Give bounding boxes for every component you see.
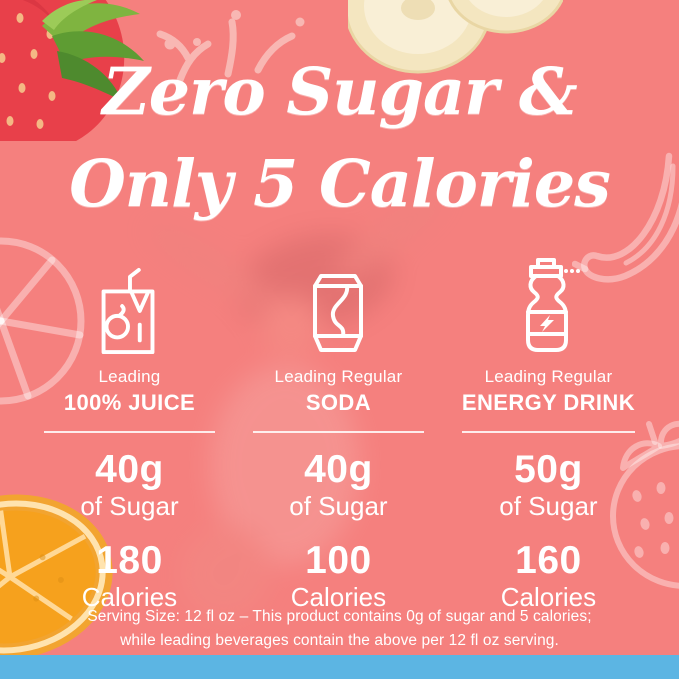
energy-sugar-stat: 50g of Sugar [462, 433, 635, 522]
column-divider [461, 431, 635, 433]
comparison-grid: Leading 100% JUICE Leading Regular SODA … [44, 256, 635, 613]
energy-calories-stat: 160 Calories [462, 522, 635, 613]
category-qualifier: Leading [98, 367, 161, 386]
sugar-value: 40g [304, 448, 373, 491]
column-divider [44, 431, 215, 433]
juice-column-label: Leading 100% JUICE [44, 356, 215, 416]
soda-sugar-stat: 40g of Sugar [253, 433, 424, 522]
category-name: ENERGY DRINK [461, 390, 635, 415]
juice-carton-icon [102, 267, 155, 355]
headline: Zero Sugar & Only 5 Calories [0, 46, 679, 230]
category-qualifier: Leading Regular [274, 367, 403, 386]
calories-unit: Calories [500, 581, 597, 612]
sugar-unit: of Sugar [499, 491, 598, 521]
sugar-value: 50g [514, 448, 583, 491]
bottom-accent-bar [0, 655, 679, 679]
sugar-unit: of Sugar [289, 491, 388, 521]
category-name: 100% JUICE [63, 390, 196, 415]
soda-column-icon-cell [253, 256, 424, 356]
column-divider [252, 431, 424, 433]
energy-drink-bottle-icon [526, 258, 581, 352]
juice-column-icon-cell [44, 256, 215, 356]
soda-calories-stat: 100 Calories [253, 522, 424, 613]
footnote-line1: Serving Size: 12 fl oz – This product co… [87, 608, 592, 625]
soda-can-icon [313, 274, 364, 352]
calories-value: 180 [96, 538, 163, 582]
sugar-unit: of Sugar [80, 491, 179, 521]
calories-unit: Calories [290, 581, 387, 612]
juice-calories-stat: 180 Calories [44, 522, 215, 613]
energy-column-icon-cell [462, 256, 635, 356]
juice-sugar-stat: 40g of Sugar [44, 433, 215, 522]
footnote-line2: while leading beverages contain the abov… [120, 631, 559, 649]
headline-line2: Only 5 Calories [69, 146, 611, 222]
serving-size-footnote: Serving Size: 12 fl oz – This product co… [0, 605, 679, 652]
energy-column-label: Leading Regular ENERGY DRINK [462, 356, 635, 416]
calories-value: 160 [515, 538, 582, 582]
category-qualifier: Leading Regular [484, 367, 613, 386]
sugar-value: 40g [95, 448, 164, 491]
category-name: SODA [305, 390, 372, 415]
soda-column-label: Leading Regular SODA [253, 356, 424, 416]
headline-line1: Zero Sugar & [102, 54, 577, 130]
calories-value: 100 [305, 538, 372, 582]
